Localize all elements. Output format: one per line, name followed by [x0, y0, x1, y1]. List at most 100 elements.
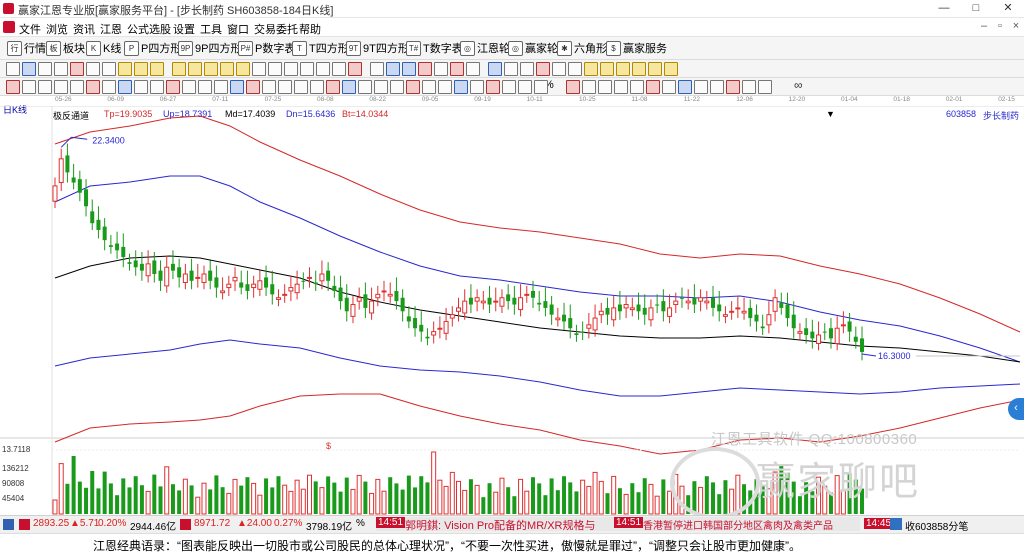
function-tool-icon[interactable]: [326, 80, 340, 94]
menu-settings[interactable]: 设置: [173, 24, 195, 36]
drawing-tool-icon[interactable]: [188, 62, 202, 76]
function-tool-icon[interactable]: [502, 80, 516, 94]
drawing-tool-icon[interactable]: [102, 62, 116, 76]
drawing-tool-icon[interactable]: [616, 62, 630, 76]
tb-p-square-button[interactable]: P P四方形: [124, 40, 181, 56]
drawing-tool-icon[interactable]: [172, 62, 186, 76]
drawing-tool-icon[interactable]: [568, 62, 582, 76]
maximize-button[interactable]: □: [972, 2, 980, 14]
drawing-tool-icon[interactable]: [150, 62, 164, 76]
drawing-tool-icon[interactable]: [348, 62, 362, 76]
function-tool-icon[interactable]: [422, 80, 436, 94]
drawing-tool-icon[interactable]: [434, 62, 448, 76]
tb-hexagon-button[interactable]: ✱ 六角形: [557, 40, 607, 56]
drawing-tool-icon[interactable]: [300, 62, 314, 76]
tb-service-button[interactable]: $ 赢家服务: [606, 40, 667, 56]
menu-browse[interactable]: 浏览: [46, 24, 68, 36]
tick-data-label[interactable]: 收603858分笔: [905, 522, 969, 533]
tb-quotes-button[interactable]: 行行情: [7, 40, 46, 56]
kline-chart[interactable]: 22.3400 16.3000 $: [0, 106, 1024, 515]
function-tool-icon[interactable]: [646, 80, 660, 94]
percent-icon[interactable]: %: [544, 79, 554, 91]
function-tool-icon[interactable]: [246, 80, 260, 94]
drawing-tool-icon[interactable]: [236, 62, 250, 76]
function-tool-icon[interactable]: [726, 80, 740, 94]
drawing-tool-icon[interactable]: [6, 62, 20, 76]
tb-9t-square-button[interactable]: 9T 9T四方形: [346, 40, 409, 56]
drawing-tool-icon[interactable]: [220, 62, 234, 76]
mdi-minimize-button[interactable]: –: [980, 20, 988, 32]
tb-t-square-button[interactable]: T T四方形: [292, 40, 349, 56]
tb-9p-square-button[interactable]: 9P 9P四方形: [178, 40, 241, 56]
tb-gann-wheel-button[interactable]: ◎ 江恩轮: [460, 40, 510, 56]
function-tool-icon[interactable]: [710, 80, 724, 94]
function-tool-icon[interactable]: [614, 80, 628, 94]
menu-window[interactable]: 窗口: [227, 24, 249, 36]
function-tool-icon[interactable]: [38, 80, 52, 94]
function-tool-icon[interactable]: [198, 80, 212, 94]
drawing-tool-icon[interactable]: [370, 62, 384, 76]
menu-trade[interactable]: 交易委托: [254, 24, 298, 36]
drawing-tool-icon[interactable]: [204, 62, 218, 76]
drawing-tool-icon[interactable]: [648, 62, 662, 76]
function-tool-icon[interactable]: [390, 80, 404, 94]
menu-file[interactable]: 文件: [19, 24, 41, 36]
function-tool-icon[interactable]: [166, 80, 180, 94]
function-tool-icon[interactable]: [22, 80, 36, 94]
minimize-button[interactable]: —: [938, 2, 950, 14]
tb-t-table-button[interactable]: T# T数字表: [406, 40, 463, 56]
function-tool-icon[interactable]: [182, 80, 196, 94]
drawing-tool-icon[interactable]: [316, 62, 330, 76]
drawing-tool-icon[interactable]: [450, 62, 464, 76]
function-tool-icon[interactable]: [470, 80, 484, 94]
function-tool-icon[interactable]: [758, 80, 772, 94]
drawing-tool-icon[interactable]: [38, 62, 52, 76]
function-tool-icon[interactable]: [54, 80, 68, 94]
function-tool-icon[interactable]: [406, 80, 420, 94]
function-tool-icon[interactable]: [118, 80, 132, 94]
function-tool-icon[interactable]: [662, 80, 676, 94]
function-tool-icon[interactable]: [566, 80, 580, 94]
function-tool-icon[interactable]: [310, 80, 324, 94]
menu-help[interactable]: 帮助: [299, 24, 321, 36]
drawing-tool-icon[interactable]: [70, 62, 84, 76]
mdi-close-button[interactable]: ×: [1012, 20, 1020, 32]
drawing-tool-icon[interactable]: [520, 62, 534, 76]
drawing-tool-icon[interactable]: [386, 62, 400, 76]
drawing-tool-icon[interactable]: [252, 62, 266, 76]
drawing-tool-icon[interactable]: [600, 62, 614, 76]
function-tool-icon[interactable]: [534, 80, 548, 94]
drawing-tool-icon[interactable]: [402, 62, 416, 76]
drawing-tool-icon[interactable]: [268, 62, 282, 76]
drawing-tool-icon[interactable]: [284, 62, 298, 76]
drawing-tool-icon[interactable]: [632, 62, 646, 76]
dropdown-arrow-icon[interactable]: ▼: [826, 109, 835, 119]
function-tool-icon[interactable]: [294, 80, 308, 94]
drawing-tool-icon[interactable]: [466, 62, 480, 76]
menu-formula[interactable]: 公式选股: [127, 24, 171, 36]
function-tool-icon[interactable]: [86, 80, 100, 94]
menu-app-icon[interactable]: [3, 21, 15, 33]
drawing-tool-icon[interactable]: [488, 62, 502, 76]
function-tool-icon[interactable]: [742, 80, 756, 94]
news-text-1[interactable]: 郭明錤: Vision Pro配备的MR/XR规格与: [405, 520, 596, 532]
function-tool-icon[interactable]: [694, 80, 708, 94]
function-tool-icon[interactable]: [678, 80, 692, 94]
menu-tools[interactable]: 工具: [200, 24, 222, 36]
function-tool-icon[interactable]: [150, 80, 164, 94]
function-tool-icon[interactable]: [582, 80, 596, 94]
function-tool-icon[interactable]: [230, 80, 244, 94]
drawing-tool-icon[interactable]: [418, 62, 432, 76]
tb-sector-button[interactable]: 板板块: [46, 40, 85, 56]
tb-p-table-button[interactable]: P# P数字表: [238, 40, 295, 56]
infinity-icon[interactable]: ∞: [794, 78, 803, 92]
drawing-tool-icon[interactable]: [54, 62, 68, 76]
drawing-tool-icon[interactable]: [332, 62, 346, 76]
close-button[interactable]: ✕: [1003, 2, 1013, 14]
function-tool-icon[interactable]: [438, 80, 452, 94]
news-ticker[interactable]: 14:51 郭明錤: Vision Pro配备的MR/XR规格与 14:51 香…: [376, 517, 860, 532]
function-tool-icon[interactable]: [214, 80, 228, 94]
function-tool-icon[interactable]: [630, 80, 644, 94]
drawing-tool-icon[interactable]: [134, 62, 148, 76]
mdi-restore-button[interactable]: ▫: [998, 20, 1002, 32]
